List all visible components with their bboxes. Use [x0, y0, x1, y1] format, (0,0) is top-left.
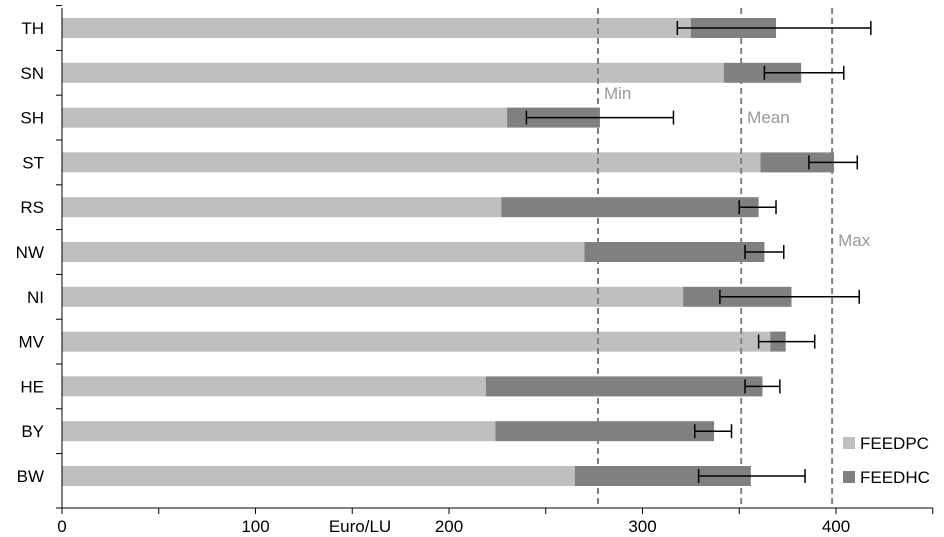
legend-swatch-feedpc — [843, 437, 855, 449]
y-tick-label-rs: RS — [20, 198, 44, 217]
legend-label-feedpc: FEEDPC — [860, 434, 929, 453]
legend-label-feedhc: FEEDHC — [860, 468, 930, 487]
bar-feedpc-th — [62, 18, 691, 38]
error-bars-layer — [525, 21, 872, 483]
bar-feedhc-bw — [574, 466, 751, 486]
bar-feedhc-rs — [501, 197, 759, 218]
bar-feedpc-st — [62, 152, 761, 173]
x-tick-label-100: 100 — [241, 517, 269, 536]
reference-label-max: Max — [838, 231, 871, 250]
y-tick-label-th: TH — [21, 19, 44, 38]
bar-feedpc-sn — [62, 62, 724, 83]
y-tick-label-st: ST — [22, 153, 44, 172]
axes-layer: TH SN SH ST RS NW NI MV HE BY BW 0 100 200 300 400 — [16, 5, 934, 536]
reference-lines-layer: Min Mean Max — [596, 8, 871, 508]
bar-feedhc-sn — [723, 62, 802, 83]
bar-feedpc-bw — [62, 466, 575, 486]
x-tick-label-0: 0 — [57, 517, 66, 536]
bar-feedpc-rs — [62, 197, 502, 218]
y-tick-label-bw: BW — [17, 467, 44, 486]
y-tick-label-sh: SH — [20, 109, 44, 128]
reference-label-mean: Mean — [747, 108, 790, 127]
bar-feedpc-mv — [62, 331, 771, 352]
y-tick-label-mv: MV — [19, 333, 45, 352]
bars-layer — [62, 18, 835, 486]
bar-feedpc-by — [62, 421, 496, 442]
y-tick-label-nw: NW — [16, 243, 44, 262]
y-tick-label-ni: NI — [27, 288, 44, 307]
bar-feedpc-nw — [62, 242, 585, 262]
y-tick-label-by: BY — [21, 422, 44, 441]
bar-feedpc-ni — [62, 286, 684, 307]
bar-feedpc-sh — [62, 107, 508, 128]
bar-feedhc-st — [760, 152, 835, 173]
bar-feedpc-he — [62, 376, 486, 397]
reference-label-min: Min — [604, 84, 631, 103]
x-tick-label-200: 200 — [435, 517, 463, 536]
bar-feedhc-by — [495, 421, 715, 442]
x-axis-label: Euro/LU — [329, 517, 391, 536]
y-tick-label-sn: SN — [20, 64, 44, 83]
bar-feedhc-he — [485, 376, 763, 397]
legend-swatch-feedhc — [843, 471, 855, 483]
legend: FEEDPC FEEDHC — [843, 434, 930, 487]
x-tick-label-400: 400 — [822, 517, 850, 536]
x-tick-label-300: 300 — [628, 517, 656, 536]
bar-feedhc-nw — [584, 242, 765, 262]
y-tick-label-he: HE — [20, 377, 44, 396]
